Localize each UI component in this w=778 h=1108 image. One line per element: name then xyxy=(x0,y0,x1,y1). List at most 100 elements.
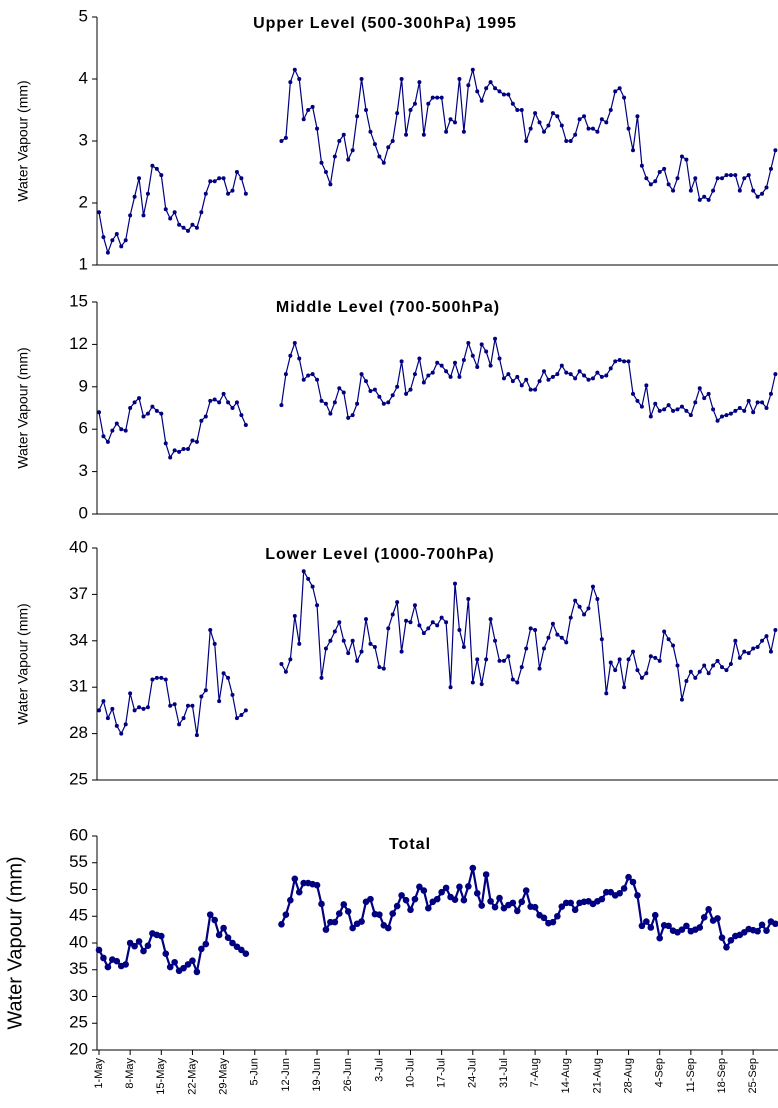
y-tick-label: 0 xyxy=(79,503,88,522)
data-point xyxy=(341,638,346,643)
y-tick-label: 5 xyxy=(79,6,88,25)
data-point xyxy=(144,942,152,949)
data-point xyxy=(292,340,297,345)
data-point xyxy=(772,920,778,928)
data-point xyxy=(679,404,684,409)
data-point xyxy=(377,665,382,670)
data-point xyxy=(238,946,245,954)
data-point xyxy=(279,662,284,666)
data-point xyxy=(123,428,128,433)
data-point xyxy=(377,394,382,399)
data-point xyxy=(475,657,480,662)
x-tick-label: 25-Sep xyxy=(747,1058,759,1093)
data-point xyxy=(542,369,546,374)
data-point xyxy=(746,651,751,656)
data-point xyxy=(488,80,493,85)
data-point xyxy=(203,688,208,693)
data-point xyxy=(577,117,582,122)
data-point xyxy=(671,643,676,648)
data-point xyxy=(510,677,515,682)
data-point xyxy=(119,427,124,432)
data-point xyxy=(292,67,297,72)
data-point xyxy=(631,649,635,654)
data-point xyxy=(199,418,204,423)
data-point xyxy=(754,927,761,935)
data-point xyxy=(381,401,386,406)
y-tick-label: 34 xyxy=(69,630,88,649)
data-point xyxy=(368,129,373,134)
data-point xyxy=(145,705,150,710)
data-point xyxy=(364,379,368,384)
data-point xyxy=(199,694,204,699)
data-point xyxy=(457,77,462,81)
data-point xyxy=(297,641,302,646)
data-line xyxy=(98,867,776,973)
data-point xyxy=(479,682,484,687)
data-point xyxy=(381,160,386,165)
data-point xyxy=(283,669,288,674)
data-point xyxy=(350,638,355,643)
data-point xyxy=(141,414,146,419)
data-point xyxy=(181,716,186,721)
data-point xyxy=(386,145,391,150)
x-tick-label: 11-Sep xyxy=(685,1058,697,1093)
data-point xyxy=(724,668,729,673)
data-point xyxy=(631,148,635,153)
data-point xyxy=(625,873,632,881)
data-point xyxy=(493,336,498,341)
data-point xyxy=(675,176,680,181)
data-point xyxy=(604,691,609,696)
data-point xyxy=(506,654,511,659)
x-tick-label: 29-May xyxy=(218,1058,230,1095)
data-point xyxy=(760,638,765,643)
data-point xyxy=(715,658,720,663)
data-point xyxy=(243,422,248,427)
data-point xyxy=(590,584,595,589)
data-point xyxy=(159,411,164,416)
data-point xyxy=(554,912,561,920)
data-point xyxy=(733,638,738,643)
x-tick-label: 26-Jun xyxy=(342,1058,354,1092)
data-point xyxy=(608,366,613,371)
data-point xyxy=(657,408,662,413)
data-point xyxy=(453,581,457,586)
data-point xyxy=(190,222,195,227)
data-point xyxy=(177,722,182,727)
data-point xyxy=(604,373,609,378)
data-point xyxy=(515,108,520,112)
y-tick-label: 40 xyxy=(69,537,88,556)
data-point xyxy=(221,176,226,181)
data-point xyxy=(359,77,364,81)
data-point xyxy=(194,733,199,738)
data-point xyxy=(559,635,564,640)
data-point xyxy=(564,139,569,143)
data-point xyxy=(755,644,760,649)
data-point xyxy=(665,922,672,930)
data-point xyxy=(506,372,511,377)
data-point xyxy=(177,222,182,227)
data-point xyxy=(688,188,693,193)
data-point xyxy=(599,117,604,122)
data-point xyxy=(758,921,766,929)
data-point xyxy=(435,360,440,365)
x-tick-label: 22-May xyxy=(186,1058,198,1095)
data-point xyxy=(332,629,337,634)
data-point xyxy=(110,706,115,711)
data-point xyxy=(399,77,404,81)
data-point xyxy=(372,142,377,147)
data-point xyxy=(346,157,351,162)
data-point xyxy=(613,359,618,364)
data-point xyxy=(105,439,110,444)
data-point xyxy=(657,658,662,663)
x-tick-label: 8-May xyxy=(124,1058,136,1089)
data-point xyxy=(154,408,159,413)
data-point xyxy=(190,703,195,708)
data-point xyxy=(206,911,214,918)
data-point xyxy=(212,397,217,402)
data-point xyxy=(346,651,351,656)
data-point xyxy=(395,384,400,389)
data-point xyxy=(101,699,106,704)
data-point xyxy=(346,415,351,420)
data-point xyxy=(150,404,155,409)
data-point xyxy=(411,895,419,903)
